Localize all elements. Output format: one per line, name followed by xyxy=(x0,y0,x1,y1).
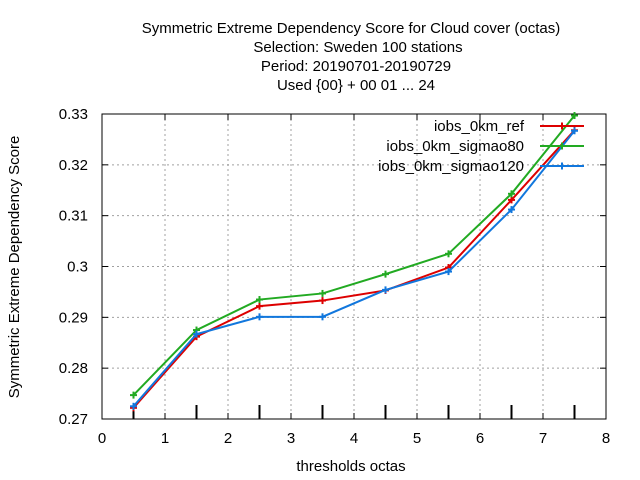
legend-label: iobs_0km_sigmao120 xyxy=(378,158,524,175)
x-tick-label: 5 xyxy=(413,430,421,447)
legend-item: iobs_0km_ref xyxy=(434,118,584,135)
data-point xyxy=(193,330,200,338)
grid xyxy=(102,114,606,419)
legend-label: iobs_0km_ref xyxy=(434,118,525,135)
data-point xyxy=(319,313,326,321)
legend-item: iobs_0km_sigmao80 xyxy=(386,138,584,155)
y-tick-label: 0.32 xyxy=(59,157,88,174)
legend-label: iobs_0km_sigmao80 xyxy=(386,138,524,155)
data-point xyxy=(571,112,578,120)
title-line-1: Symmetric Extreme Dependency Score for C… xyxy=(142,20,560,37)
y-tick-label: 0.33 xyxy=(59,106,88,123)
data-point xyxy=(319,289,326,297)
data-point xyxy=(445,250,452,258)
data-point xyxy=(571,127,578,135)
y-axis-label: Symmetric Extreme Dependency Score xyxy=(6,136,23,399)
data-point xyxy=(508,190,515,198)
y-tick-label: 0.3 xyxy=(67,259,88,276)
threshold-marks xyxy=(132,405,576,419)
legend: iobs_0km_ref iobs_0km_sigmao80 iobs_0km_si… xyxy=(378,118,584,175)
x-axis-label: thresholds octas xyxy=(296,458,405,475)
data-point xyxy=(256,313,263,321)
x-tick-label: 7 xyxy=(539,430,547,447)
data-point xyxy=(508,196,515,204)
chart-title: Symmetric Extreme Dependency Score for C… xyxy=(142,20,560,94)
y-tick-label: 0.31 xyxy=(59,208,88,225)
title-line-4: Used {00} + 00 01 ... 24 xyxy=(277,77,435,94)
data-point xyxy=(130,391,137,399)
x-tick-label: 0 xyxy=(98,430,106,447)
data-point xyxy=(445,268,452,276)
legend-item: iobs_0km_sigmao120 xyxy=(378,158,584,175)
title-line-3: Period: 20190701-20190729 xyxy=(261,58,451,75)
series-iobs_0km_sigmao120 xyxy=(130,127,578,410)
x-tick-label: 8 xyxy=(602,430,610,447)
data-point xyxy=(382,270,389,278)
series-group xyxy=(130,112,578,412)
data-point xyxy=(256,296,263,304)
axis-ticks: 0 1 2 3 4 5 6 7 8 0.27 0.28 0.29 0.3 0.31 0.32 0.33 xyxy=(59,106,610,447)
x-tick-label: 6 xyxy=(476,430,484,447)
series-line xyxy=(132,130,576,407)
y-tick-label: 0.27 xyxy=(59,411,88,428)
x-tick-label: 4 xyxy=(350,430,358,447)
data-point xyxy=(508,206,515,214)
series-line xyxy=(132,114,576,396)
data-point xyxy=(256,302,263,310)
data-point xyxy=(130,402,137,410)
x-tick-label: 2 xyxy=(224,430,232,447)
data-point xyxy=(382,286,389,294)
x-tick-label: 3 xyxy=(287,430,295,447)
y-tick-label: 0.29 xyxy=(59,309,88,326)
title-line-2: Selection: Sweden 100 stations xyxy=(253,39,462,56)
y-tick-label: 0.28 xyxy=(59,360,88,377)
data-point xyxy=(319,297,326,305)
x-tick-label: 1 xyxy=(161,430,169,447)
